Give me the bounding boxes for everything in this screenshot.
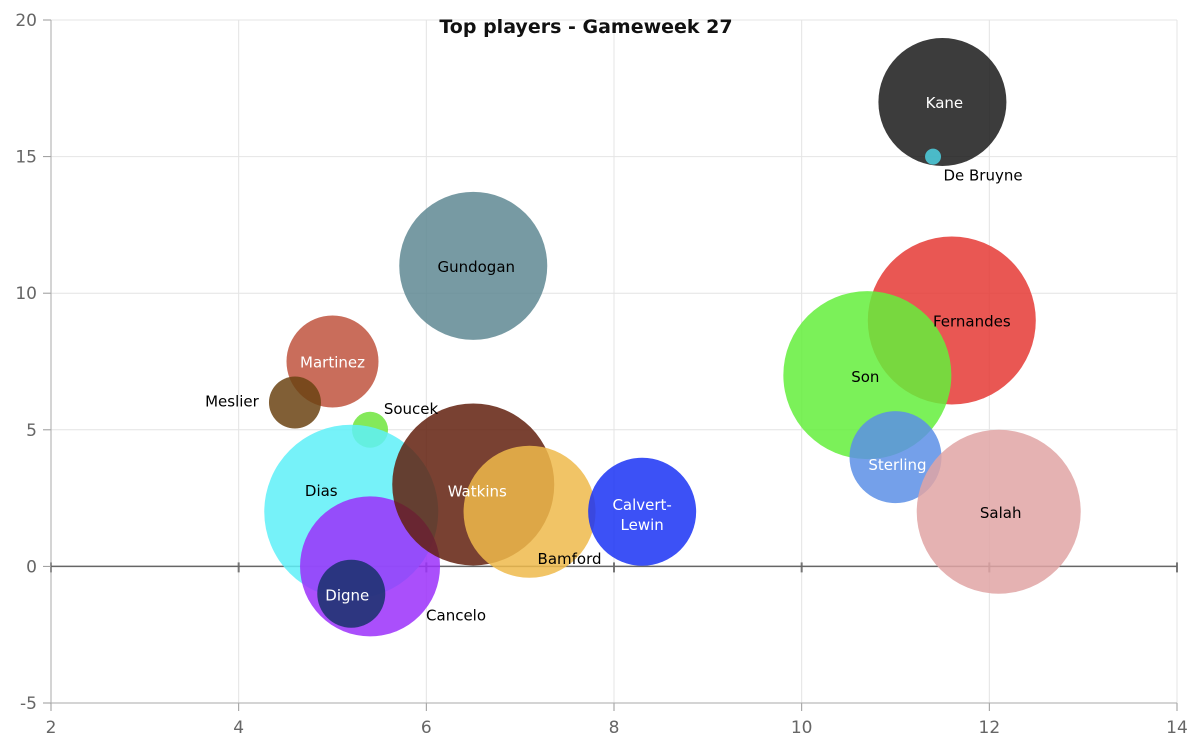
- y-tick-label: 10: [15, 284, 37, 304]
- bubble-label-calvert-lewin: Calvert- Lewin: [612, 496, 671, 534]
- bubble-label-gundogan: Gundogan: [437, 258, 515, 276]
- bubble-label-cancelo: Cancelo: [426, 606, 486, 624]
- x-tick-label: 6: [421, 718, 432, 738]
- bubble-label-line: Lewin: [621, 516, 664, 534]
- bubbles: [264, 37, 1081, 637]
- bubble-label-son: Son: [851, 368, 879, 386]
- bubble-label-martinez: Martinez: [300, 354, 365, 372]
- bubble-label-digne: Digne: [325, 587, 369, 605]
- bubble-label-dias: Dias: [305, 482, 338, 500]
- bubble-sterling: [849, 411, 942, 504]
- chart-title: Top players - Gameweek 27: [439, 16, 732, 38]
- bubble-kane: [878, 37, 1007, 166]
- bubble-label-de-bruyne: De Bruyne: [943, 167, 1022, 185]
- bubble-label-sterling: Sterling: [868, 456, 926, 474]
- x-tick-label: 10: [791, 718, 813, 738]
- x-tick-label: 8: [609, 718, 620, 738]
- bubble-calvert-lewin: [588, 457, 697, 566]
- bubble-de-bruyne: [925, 148, 942, 165]
- bubble-label-bamford: Bamford: [538, 550, 602, 568]
- bubble-label-salah: Salah: [980, 504, 1022, 522]
- x-tick-label: 12: [979, 718, 1001, 738]
- bubble-gundogan: [399, 191, 548, 340]
- x-tick-label: 4: [233, 718, 244, 738]
- y-tick-label: 0: [26, 557, 37, 577]
- bubble-label-watkins: Watkins: [448, 482, 507, 500]
- bubble-bamford: [463, 445, 596, 578]
- y-tick-label: 15: [15, 148, 37, 168]
- bubble-label-fernandes: Fernandes: [933, 313, 1011, 331]
- x-tick-label: 2: [46, 718, 57, 738]
- bubble-salah: [916, 429, 1081, 594]
- x-tick-label: 14: [1166, 718, 1188, 738]
- y-tick-label: -5: [20, 694, 37, 714]
- bubble-label-kane: Kane: [926, 94, 964, 112]
- y-tick-label: 5: [26, 421, 37, 441]
- bubble-label-soucek: Soucek: [384, 400, 439, 418]
- bubble-label-meslier: Meslier: [205, 392, 260, 410]
- bubble-labels: Kane De Bruyne Fernandes Son Sterling Salah Gu…: [205, 94, 1022, 624]
- bubble-digne: [317, 559, 386, 628]
- y-tick-label: 20: [15, 11, 37, 31]
- bubble-label-line: Calvert-: [612, 496, 671, 514]
- bubble-meslier: [268, 376, 321, 429]
